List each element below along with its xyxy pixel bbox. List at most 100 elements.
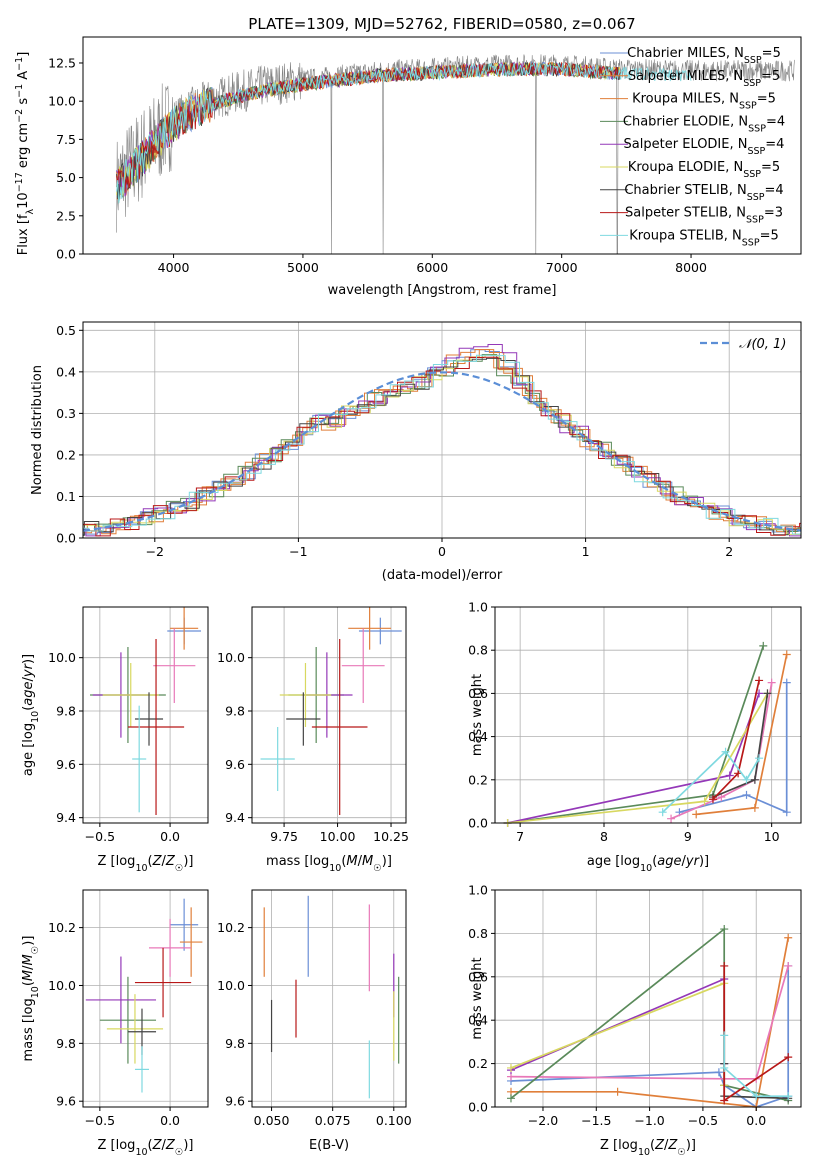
label-part: Z xyxy=(667,1138,678,1153)
series-lines xyxy=(503,641,791,827)
series-lines xyxy=(506,925,793,1111)
grid xyxy=(252,607,406,823)
chart-title: PLATE=1309, MJD=52762, FIBERID=0580, z=0… xyxy=(248,15,635,33)
age-vs-metallicity-panel: −0.5 0.09.49.69.810.0Z [log10(Z/Z☉)]age [… xyxy=(21,606,209,874)
label-part: ] xyxy=(16,52,31,57)
label-part: / xyxy=(21,965,36,970)
model-spectrum-line xyxy=(116,61,692,204)
series-point xyxy=(667,814,676,823)
series-point xyxy=(721,747,730,756)
label-part: =5 xyxy=(760,228,779,243)
label-part: −17 xyxy=(14,172,25,192)
y-tick-label: 7.5 xyxy=(56,132,76,147)
series-point xyxy=(784,1092,793,1101)
x-tick-label: 7000 xyxy=(546,260,578,275)
y-axis-label: Normed distribution xyxy=(30,365,45,495)
axes-frame xyxy=(251,889,407,1108)
y-tick-label: 5.0 xyxy=(56,170,76,185)
label-part: M xyxy=(362,854,373,869)
label-part: M xyxy=(21,970,36,981)
errorbar-marks xyxy=(260,607,402,815)
errorbar-marks xyxy=(85,898,203,1093)
label-part: ( xyxy=(341,854,346,869)
errorbar-marks xyxy=(263,895,400,1099)
label-part: ( xyxy=(21,981,36,986)
y-tick-label: 9.4 xyxy=(56,810,76,825)
series-point xyxy=(742,790,751,799)
x-tick-label: 8 xyxy=(600,829,608,844)
label-part: / xyxy=(682,854,687,869)
y-tick-label: 12.5 xyxy=(48,55,76,70)
x-axis-label: mass [log10(M/M☉)] xyxy=(266,854,392,874)
errorbar-marks xyxy=(90,607,201,815)
axes-frame xyxy=(494,889,802,1108)
label-part: ☉ xyxy=(677,1147,686,1158)
y-tick-label: 0.4 xyxy=(56,364,76,379)
label-part: )] xyxy=(21,654,36,664)
label-part: s xyxy=(16,98,31,109)
label-part: Z xyxy=(152,1138,163,1153)
x-tick-label: 0.0 xyxy=(746,1113,766,1128)
series-point xyxy=(767,678,776,687)
y-axis-label: mass weight xyxy=(470,674,485,756)
label-part: Z [log xyxy=(600,1138,638,1153)
label-part: =4 xyxy=(765,137,784,152)
label-part: / xyxy=(21,676,36,681)
label-part: Z xyxy=(165,1138,176,1153)
x-tick-label: 0.0 xyxy=(160,829,180,844)
series-point xyxy=(784,933,793,942)
series-line xyxy=(679,682,788,814)
histogram-series xyxy=(83,354,801,535)
y-tick-label: 9.6 xyxy=(225,1094,245,1109)
label-part: )] xyxy=(183,1138,193,1153)
y-tick-label: 0.2 xyxy=(468,1056,488,1071)
label-part: ☉ xyxy=(373,863,382,874)
label-part: SSP xyxy=(747,146,765,157)
series-point xyxy=(720,1096,729,1105)
label-part: erg cm xyxy=(16,123,31,172)
series-line xyxy=(723,1035,789,1098)
spectrum-lines xyxy=(116,54,795,254)
series-point xyxy=(714,1068,723,1077)
histogram-series xyxy=(83,357,801,536)
series-point xyxy=(742,775,751,784)
axes-frame xyxy=(494,606,802,824)
y-tick-label: 0.0 xyxy=(56,531,76,546)
label-part: )] xyxy=(686,1138,696,1153)
label-part: 10 xyxy=(640,863,652,874)
x-axis-label: wavelength [Angstrom, rest frame] xyxy=(328,283,557,298)
label-part: ( xyxy=(148,1138,153,1153)
axes-frame xyxy=(82,889,209,1108)
x-tick-label: 0 xyxy=(438,544,446,559)
label-part: SSP xyxy=(743,77,761,88)
series-line xyxy=(670,682,773,820)
series-point xyxy=(708,795,717,804)
legend-entry: Kroupa STELIB, NSSP=5 xyxy=(629,228,779,248)
x-tick-label: −2.0 xyxy=(528,1113,558,1128)
label-part: Z xyxy=(165,854,176,869)
label-part: / xyxy=(358,854,363,869)
x-tick-label: 10.25 xyxy=(373,829,409,844)
series-point xyxy=(755,676,764,685)
label-part: / xyxy=(162,854,167,869)
residual-histogram-panel: −2 −1 0 1 2 0.0 0.1 0.2 0.3 0.4 0.5 (data-model)/er… xyxy=(30,321,802,583)
series-point xyxy=(700,797,709,806)
y-tick-label: 0.8 xyxy=(468,643,488,658)
label-part: ( xyxy=(650,1138,655,1153)
label-part: E(B-V) xyxy=(309,1138,349,1153)
y-tick-label: 0.0 xyxy=(468,816,488,831)
y-tick-label: 0.6 xyxy=(468,969,488,984)
label-part: λ xyxy=(25,208,36,214)
legend-entry: Salpeter ELODIE, NSSP=4 xyxy=(624,137,785,157)
axes-frame xyxy=(251,606,407,824)
label-part: yr xyxy=(21,662,36,678)
label-part: =5 xyxy=(757,92,776,107)
series-point xyxy=(782,808,791,817)
label-part: −1 xyxy=(14,57,25,71)
x-tick-label: 9 xyxy=(684,829,692,844)
x-axis-label: age [log10(age/yr)] xyxy=(587,854,709,874)
label-part: =3 xyxy=(764,206,783,221)
label-part: )] xyxy=(21,936,36,946)
y-tick-label: 0.4 xyxy=(468,729,488,744)
